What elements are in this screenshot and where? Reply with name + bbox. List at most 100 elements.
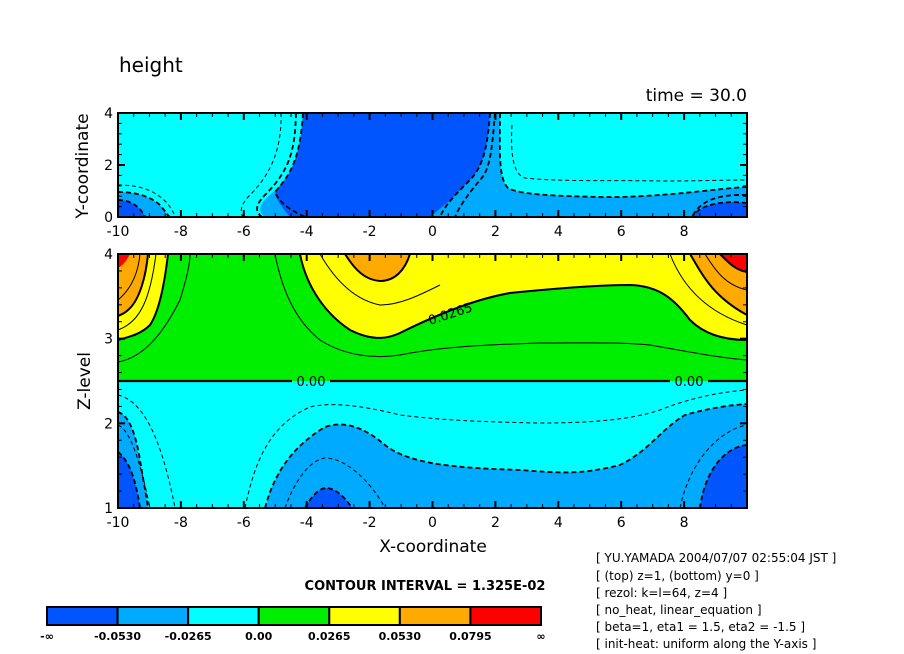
y-tick-label: 3 xyxy=(104,332,113,348)
top-contour-line xyxy=(454,113,496,217)
bottom-contour-line xyxy=(679,424,747,508)
bottom-region-minus-0530-right xyxy=(700,445,747,508)
x-tick-label: 8 xyxy=(680,224,689,240)
colorbar: -∞ -0.0530 -0.0265 0.00 0.0265 0.0530 0.… xyxy=(40,606,546,643)
x-tick-label: -2 xyxy=(363,224,377,240)
top-contour-line xyxy=(118,191,171,217)
x-tick-label: 6 xyxy=(617,224,626,240)
bottom-contour-line xyxy=(118,254,149,317)
bottom-region-0530-left xyxy=(118,254,148,316)
bottom-contour-line xyxy=(118,254,157,331)
bottom-contour-line xyxy=(704,254,747,291)
colorbar-label: -∞ xyxy=(40,630,54,643)
bottom-contour-line xyxy=(118,254,141,301)
bottom-y-axis-label: Z-level xyxy=(75,352,95,410)
x-tick-label: -6 xyxy=(237,515,251,531)
colorbar-label: 0.00 xyxy=(245,630,272,643)
info-block: [ YU.YAMADA 2004/07/07 02:55:04 JST ] [ … xyxy=(596,551,836,651)
contour-label-zero-left: 0.00 xyxy=(297,375,326,390)
y-tick-label: 1 xyxy=(104,501,113,517)
colorbar-swatch xyxy=(398,606,472,626)
bottom-contour-line xyxy=(319,254,441,306)
top-ticks xyxy=(117,112,748,218)
bottom-y-tick-labels: 1 2 3 4 xyxy=(104,247,113,517)
colorbar-label: 0.0795 xyxy=(449,630,491,643)
top-region-minus-0795-center xyxy=(275,113,490,217)
x-tick-label: 0 xyxy=(428,224,437,240)
top-panel-fill xyxy=(118,113,747,217)
y-tick-label: 2 xyxy=(104,416,113,432)
top-y-axis-label: Y-coordinate xyxy=(73,113,93,219)
top-contour-line xyxy=(439,113,491,217)
colorbar-swatch xyxy=(257,606,331,626)
bottom-panel-fill: 0.0265 0.00 0.00 xyxy=(118,254,747,508)
bottom-region-0795-left xyxy=(118,254,130,268)
info-line: [ YU.YAMADA 2004/07/07 02:55:04 JST ] xyxy=(596,551,836,565)
x-tick-label: -4 xyxy=(300,224,314,240)
bottom-contour-line xyxy=(118,424,151,508)
bottom-ticks xyxy=(117,253,748,509)
top-contour-line xyxy=(498,113,747,198)
info-line: [ rezol: k=l=64, z=4 ] xyxy=(596,586,727,600)
x-tick-label: -8 xyxy=(174,515,188,531)
bottom-contour-line xyxy=(699,444,747,508)
colorbar-label: -0.0265 xyxy=(165,630,212,643)
top-region-minus-0795-left-corner xyxy=(118,200,145,217)
colorbar-swatch xyxy=(328,606,401,626)
x-axis-label: X-coordinate xyxy=(379,537,487,557)
bottom-region-0530-center xyxy=(345,254,410,281)
top-contour-line xyxy=(511,124,747,182)
bottom-contour-line xyxy=(669,254,747,326)
colorbar-swatch xyxy=(187,606,260,626)
bottom-contour-line xyxy=(689,254,747,316)
info-line: [ beta=1, eta1 = 1.5, eta2 = -1.5 ] xyxy=(596,620,805,634)
colorbar-label: ∞ xyxy=(536,630,545,643)
bottom-region-minus-0530-left xyxy=(118,452,140,508)
top-region-minus-0795-right-corner xyxy=(692,202,747,217)
y-tick-label: 0 xyxy=(104,210,113,226)
x-tick-label: -2 xyxy=(363,515,377,531)
contour-label-zero-right: 0.00 xyxy=(675,375,704,390)
y-tick-label: 4 xyxy=(104,247,113,263)
bottom-contour-lines xyxy=(118,254,747,508)
colorbar-swatches xyxy=(46,606,542,626)
x-tick-label: 2 xyxy=(491,515,500,531)
x-tick-label: 4 xyxy=(554,224,563,240)
bottom-contour-line xyxy=(118,411,149,508)
top-region-minus-0530-right xyxy=(430,113,747,217)
bottom-x-tick-labels: -10 -8 -6 -4 -2 0 2 4 6 8 xyxy=(107,515,689,531)
bottom-contour-line xyxy=(118,254,191,363)
x-tick-label: 6 xyxy=(617,515,626,531)
top-contour-line xyxy=(118,184,177,217)
colorbar-label: 0.0265 xyxy=(308,630,350,643)
colorbar-label: 0.0530 xyxy=(379,630,422,643)
bottom-contour-line xyxy=(264,403,747,508)
top-contour-lines xyxy=(118,113,747,217)
bottom-contour-line xyxy=(274,254,747,361)
info-line: [ init-heat: uniform along the Y-axis ] xyxy=(596,637,816,651)
colorbar-label: -0.0530 xyxy=(94,630,141,643)
colorbar-swatch xyxy=(116,606,190,626)
top-contour-line xyxy=(691,194,747,217)
x-tick-label: 4 xyxy=(554,515,563,531)
time-label: time = 30.0 xyxy=(646,86,747,106)
bottom-contour-line xyxy=(299,254,747,341)
x-tick-label: 8 xyxy=(680,515,689,531)
bottom-region-0265-center xyxy=(300,254,747,340)
x-tick-label: -10 xyxy=(107,515,130,531)
top-contour-line xyxy=(273,113,306,217)
x-tick-label: -8 xyxy=(174,224,188,240)
info-line: [ no_heat, linear_equation ] xyxy=(596,603,762,617)
y-tick-label: 4 xyxy=(104,106,113,122)
figure-title: height xyxy=(119,53,183,77)
x-tick-label: 2 xyxy=(491,224,500,240)
bottom-region-0795-right xyxy=(720,254,747,272)
x-tick-label: -10 xyxy=(107,224,130,240)
bottom-contour-line xyxy=(118,451,141,508)
x-tick-label: 0 xyxy=(428,515,437,531)
contour-interval-label: CONTOUR INTERVAL = 1.325E-02 xyxy=(305,579,546,594)
bottom-contour-line xyxy=(118,394,176,508)
bottom-region-minus-0265-center xyxy=(265,404,747,508)
colorbar-labels: -∞ -0.0530 -0.0265 0.00 0.0265 0.0530 0.… xyxy=(40,630,545,643)
